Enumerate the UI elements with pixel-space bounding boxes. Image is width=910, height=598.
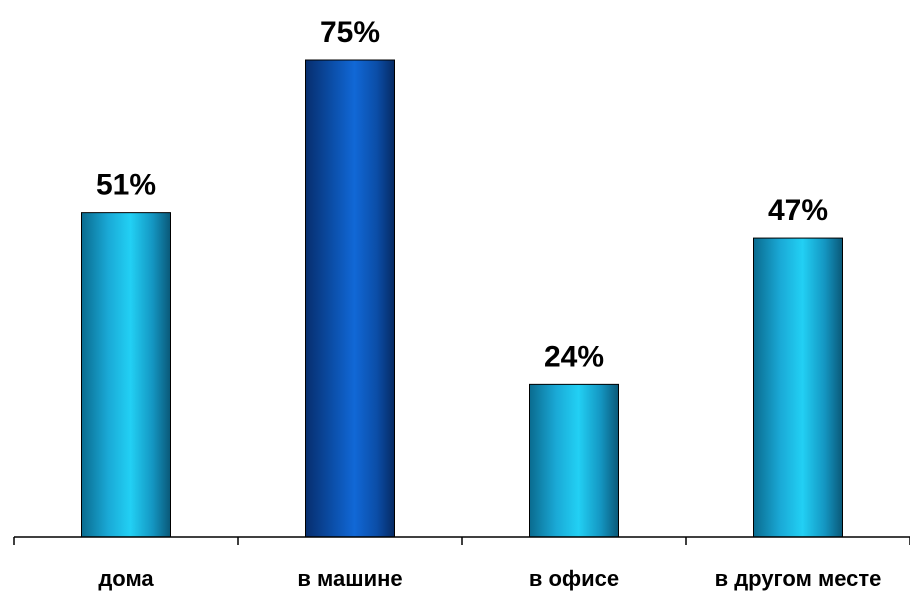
bar — [529, 383, 619, 538]
data-label: 47% — [768, 194, 828, 227]
x-tick-label: в машине — [297, 566, 402, 591]
bar — [305, 59, 395, 538]
data-label: 75% — [320, 16, 380, 49]
bar — [81, 212, 171, 538]
data-label: 51% — [96, 169, 156, 202]
x-tick-label: в другом месте — [715, 566, 882, 591]
x-tick-label: дома — [98, 566, 154, 591]
x-axis — [13, 536, 910, 545]
x-tick-label: в офисе — [529, 566, 619, 591]
data-label: 24% — [544, 340, 604, 373]
bar — [753, 237, 843, 538]
labels-layer: 51% дома 75% в машине 24% в офисе 47% в другом … — [96, 16, 881, 591]
bars-layer — [81, 59, 843, 538]
